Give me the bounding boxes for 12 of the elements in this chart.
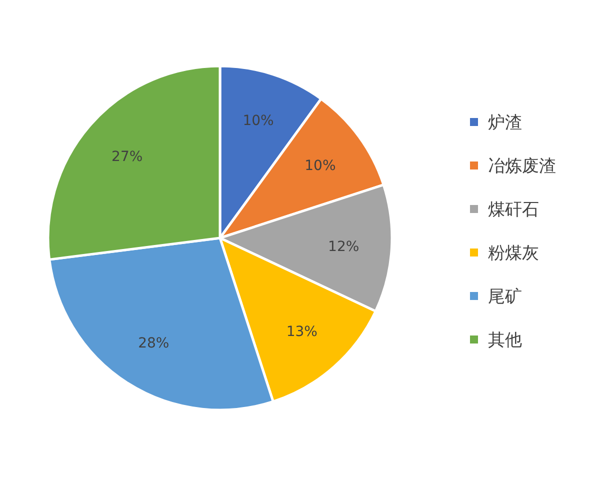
legend-label: 粉煤灰 <box>488 244 539 264</box>
data-label: 27% <box>112 149 143 166</box>
data-label: 10% <box>304 158 336 174</box>
legend-label: 其他 <box>488 330 522 350</box>
legend-label: 炉渣 <box>488 113 522 133</box>
legend-label: 尾矿 <box>488 287 522 307</box>
data-label: 12% <box>328 238 360 255</box>
data-label: 10% <box>242 113 274 130</box>
data-label: 13% <box>286 324 318 340</box>
data-label: 28% <box>138 336 170 352</box>
legend-label: 煤矸石 <box>488 200 539 220</box>
legend-label: 冶炼废渣 <box>488 156 556 176</box>
